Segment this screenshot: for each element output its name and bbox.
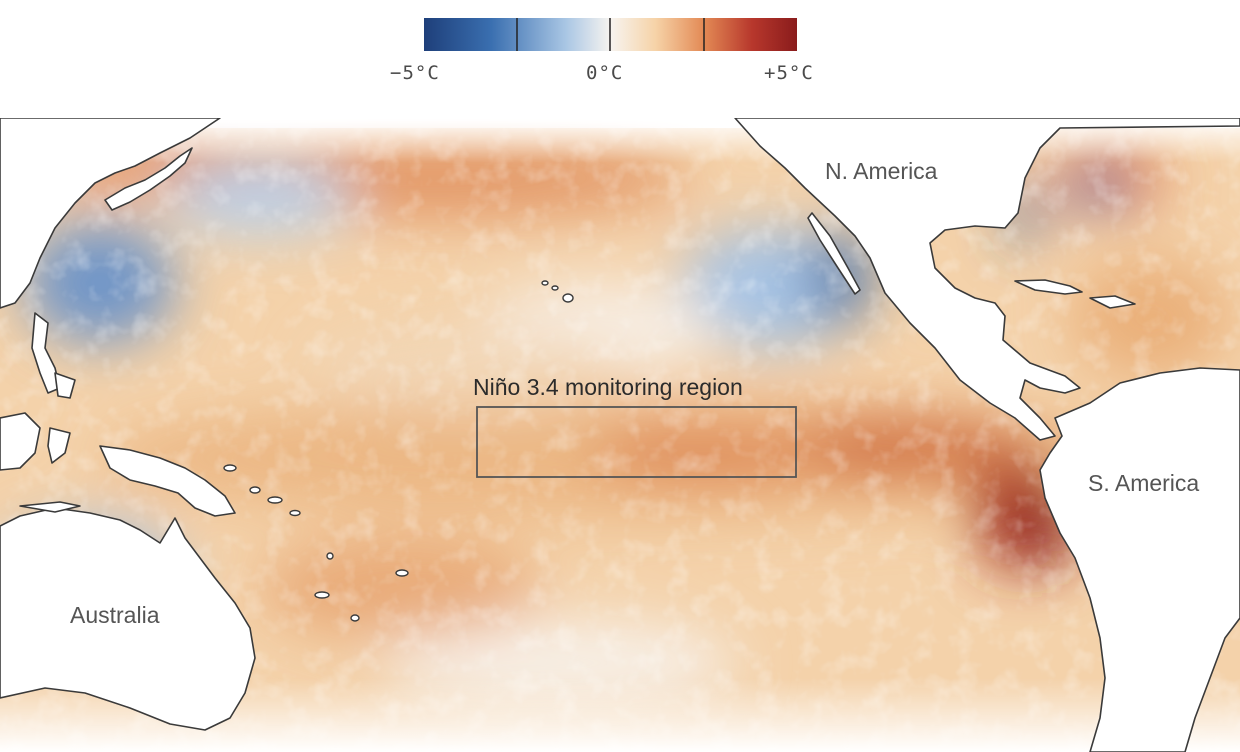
island-hispaniola bbox=[1089, 295, 1136, 309]
island-hawaii-big bbox=[562, 293, 574, 303]
map-canvas bbox=[0, 118, 1240, 752]
landmass-north-america bbox=[734, 118, 1240, 441]
island-small bbox=[249, 486, 261, 494]
island-small bbox=[395, 569, 409, 577]
pacific-islands bbox=[223, 280, 574, 622]
legend-max-label: +5°C bbox=[764, 62, 814, 84]
sea-surface-temperature-map: N. America S. America Australia Niño 3.4… bbox=[0, 118, 1240, 752]
legend-zero-label: 0°C bbox=[586, 62, 624, 84]
landmass-east-asia bbox=[0, 118, 221, 309]
land-masses bbox=[0, 118, 1240, 752]
island-sulawesi bbox=[47, 427, 71, 464]
island-small bbox=[350, 614, 360, 622]
island-borneo bbox=[0, 412, 41, 471]
landmass-australia bbox=[0, 507, 256, 731]
label-australia: Australia bbox=[70, 602, 160, 628]
nino-3-4-region-box bbox=[476, 406, 797, 478]
legend-min-label: −5°C bbox=[390, 62, 440, 84]
island-small bbox=[289, 509, 301, 517]
island-timor bbox=[19, 501, 81, 513]
island-small bbox=[267, 496, 283, 504]
island-small bbox=[223, 464, 237, 472]
island-hawaii bbox=[551, 285, 559, 291]
island-new-guinea bbox=[99, 445, 236, 517]
nino-region-label: Niño 3.4 monitoring region bbox=[473, 374, 743, 400]
island-small bbox=[326, 552, 334, 560]
label-north-america: N. America bbox=[825, 158, 938, 184]
island-japan bbox=[104, 147, 193, 211]
island-small bbox=[314, 591, 330, 599]
island-hawaii bbox=[541, 280, 549, 286]
island-philippines-south bbox=[54, 372, 76, 399]
legend-color-scale bbox=[424, 18, 797, 51]
landmass-south-america bbox=[1039, 367, 1240, 752]
label-south-america: S. America bbox=[1088, 470, 1200, 496]
temperature-legend: −5°C 0°C +5°C bbox=[390, 0, 850, 100]
landmass-baja bbox=[807, 212, 861, 295]
island-cuba bbox=[1014, 279, 1083, 295]
